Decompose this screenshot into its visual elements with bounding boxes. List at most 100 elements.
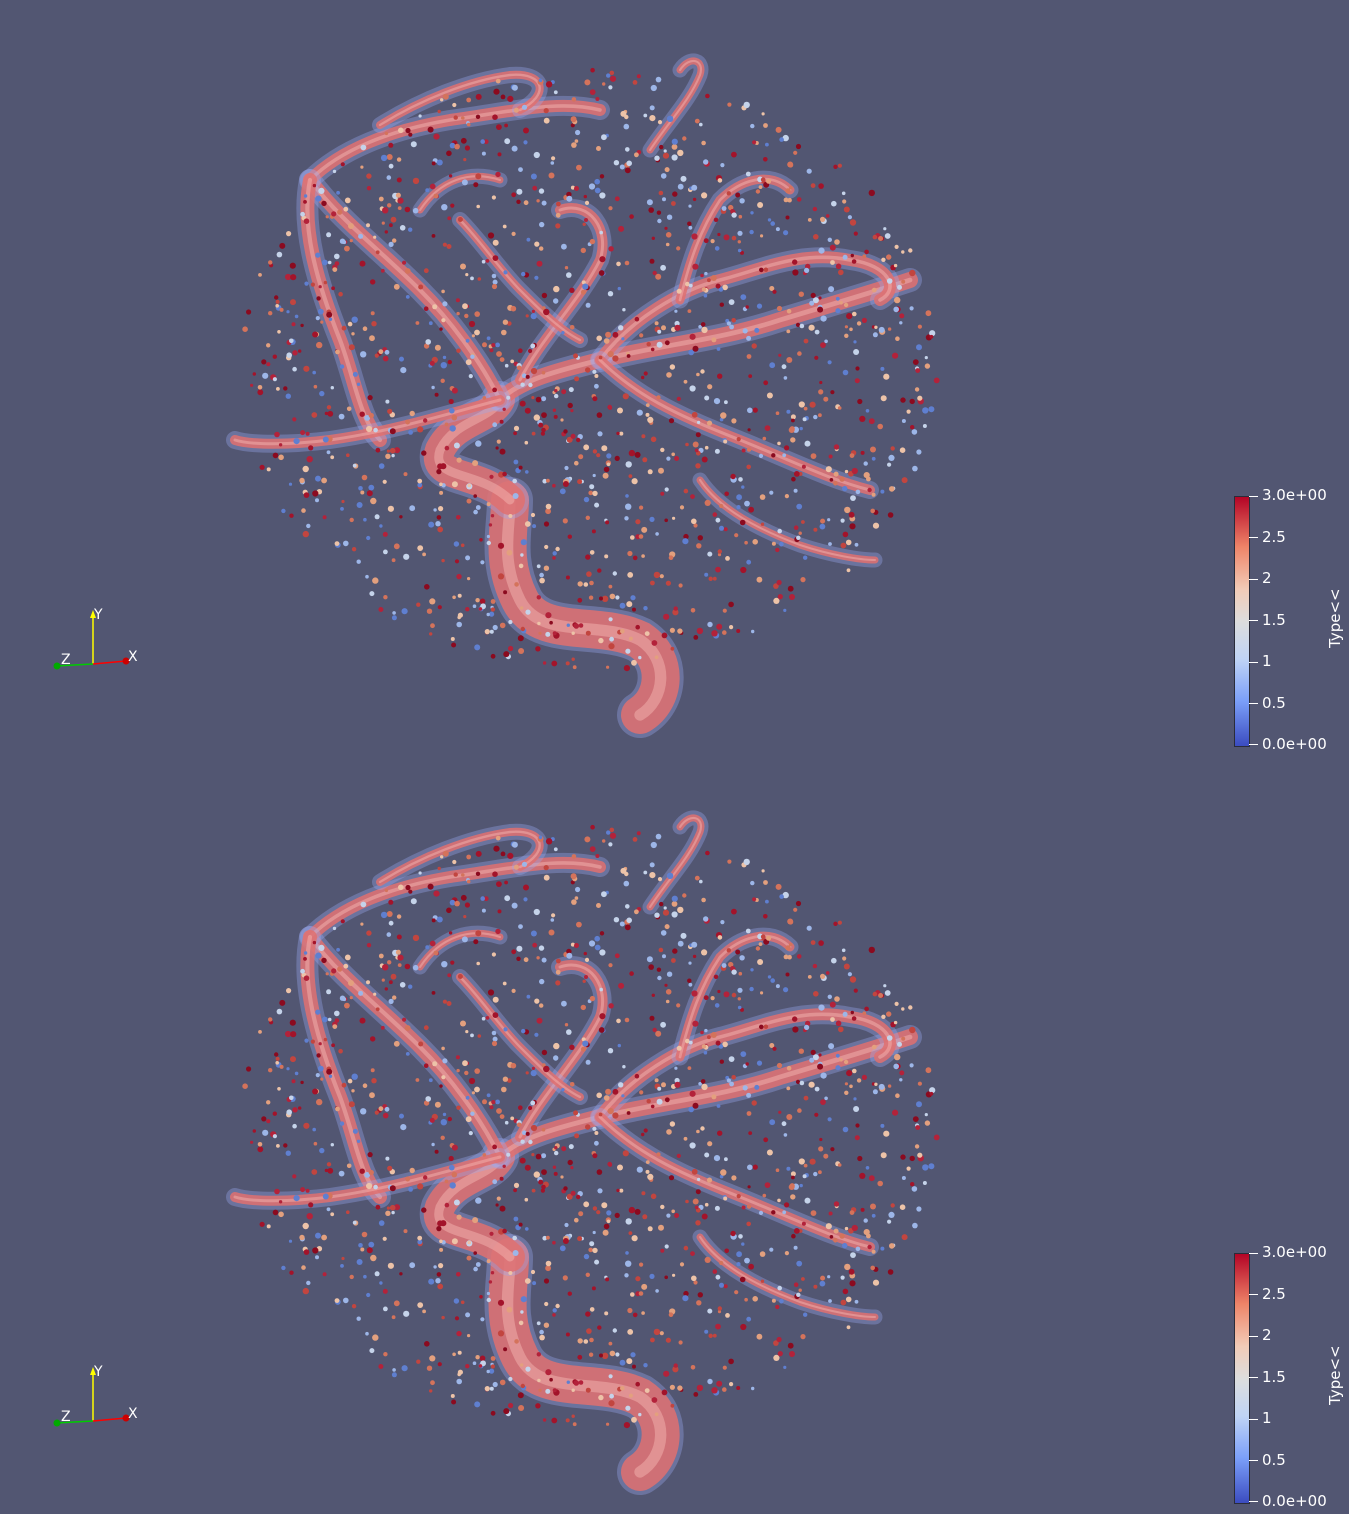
particle: [597, 1188, 603, 1194]
particle: [842, 485, 848, 492]
particle: [634, 451, 641, 458]
vessel-highlight: [698, 478, 877, 562]
vessel-scene-bottom[interactable]: [0, 757, 1349, 1514]
particle: [695, 432, 701, 438]
particle: [449, 1164, 455, 1171]
particle: [321, 477, 327, 484]
particle: [588, 940, 596, 947]
particle: [326, 1207, 331, 1212]
particle: [660, 1204, 665, 1210]
particle: [315, 1073, 320, 1078]
particle: [890, 446, 895, 451]
particle: [695, 1220, 701, 1226]
particle: [806, 925, 812, 931]
particle: [580, 247, 586, 254]
particle: [624, 1273, 629, 1278]
particle: [326, 1162, 332, 1167]
particle: [691, 1275, 697, 1282]
particle: [408, 227, 413, 232]
particle: [607, 351, 614, 358]
particle: [543, 521, 550, 527]
particle: [748, 506, 754, 513]
particle: [616, 1018, 621, 1024]
particle: [674, 1213, 680, 1218]
particle: [683, 488, 689, 494]
particle: [250, 383, 254, 387]
vessel-highlight: [434, 1152, 515, 1262]
particle: [370, 279, 376, 285]
particle: [327, 1167, 334, 1174]
particle: [748, 1263, 754, 1270]
particle: [507, 321, 512, 326]
particle: [843, 963, 850, 970]
particle: [495, 1099, 500, 1105]
particle: [654, 912, 660, 918]
particle: [736, 505, 741, 510]
particle: [728, 1056, 735, 1062]
particle: [391, 1315, 396, 1320]
particle: [628, 636, 633, 641]
particle: [664, 1275, 668, 1280]
particle: [563, 1186, 568, 1191]
particle: [690, 494, 695, 499]
particle: [917, 1152, 923, 1158]
particle: [549, 620, 553, 625]
particle: [479, 1295, 483, 1299]
particle: [370, 311, 375, 316]
particle: [893, 1063, 899, 1070]
render-view-top[interactable]: Y X Z 3.0e+00 2.5 2 1.5 1 0.5 0.0e+00 Ty…: [0, 0, 1349, 757]
particle: [623, 123, 630, 130]
vessel-scene-top[interactable]: [0, 0, 1349, 757]
particle: [397, 197, 404, 204]
particle: [489, 1231, 494, 1236]
particle: [451, 1171, 458, 1178]
particle: [744, 1297, 748, 1302]
particle: [703, 238, 709, 244]
particle: [327, 1017, 332, 1022]
particle: [279, 242, 286, 249]
particle: [594, 178, 600, 185]
particle: [806, 168, 812, 174]
particle: [618, 225, 625, 232]
particle: [341, 499, 345, 504]
particle: [649, 105, 655, 111]
particle: [493, 88, 500, 95]
particle: [438, 506, 444, 512]
particle: [674, 456, 680, 461]
particle: [508, 645, 514, 652]
particle: [497, 1299, 505, 1306]
particle: [620, 1386, 625, 1391]
particle: [451, 1238, 458, 1245]
particle: [464, 1070, 469, 1076]
particle: [622, 393, 629, 400]
particle: [571, 631, 575, 635]
particle: [696, 1300, 702, 1306]
particle: [582, 222, 586, 226]
particle: [742, 328, 748, 334]
particle: [286, 352, 293, 359]
particle: [835, 1020, 842, 1027]
particle: [828, 454, 833, 459]
particle: [565, 1332, 570, 1337]
particle: [334, 261, 340, 266]
particle: [571, 142, 577, 148]
particle: [683, 1290, 689, 1297]
particle: [465, 1116, 472, 1123]
particle: [422, 1309, 426, 1314]
particle: [421, 1207, 427, 1213]
particle: [534, 1032, 539, 1037]
render-view-bottom[interactable]: Y X Z 3.0e+00 2.5 2 1.5 1 0.5 0.0e+00 Ty…: [0, 757, 1349, 1514]
particle: [466, 854, 472, 860]
particle: [531, 1066, 536, 1070]
particle: [636, 74, 641, 79]
particle: [755, 189, 761, 194]
particle: [773, 1340, 779, 1346]
particle: [279, 307, 284, 312]
particle: [724, 491, 729, 497]
particle: [687, 309, 692, 313]
particle: [630, 595, 636, 601]
particle: [570, 1166, 574, 1170]
particle: [682, 893, 687, 898]
particle: [777, 441, 781, 446]
particle: [576, 164, 582, 171]
